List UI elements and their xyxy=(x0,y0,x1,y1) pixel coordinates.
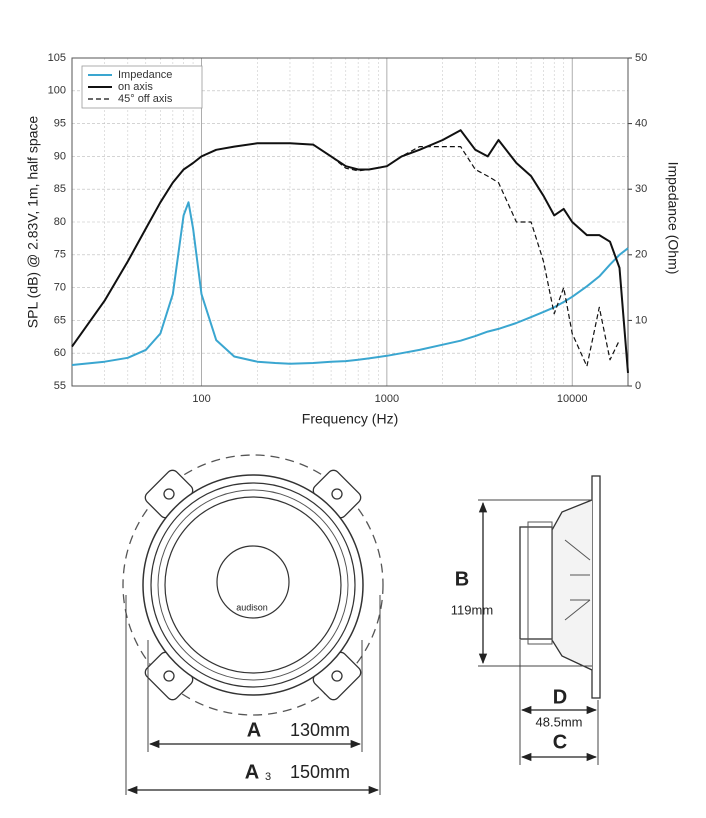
basket xyxy=(551,499,593,671)
y2-tick-label: 10 xyxy=(635,314,647,326)
y2-tick-label: 30 xyxy=(635,183,647,195)
legend-label: 45° off axis xyxy=(118,93,173,105)
cone xyxy=(164,496,342,674)
y-tick-label: 75 xyxy=(54,249,66,261)
dimension-value: 150mm xyxy=(290,762,350,782)
y-tick-label: 85 xyxy=(54,183,66,195)
dimension-value: 119mm xyxy=(451,602,493,617)
y-tick-label: 100 xyxy=(48,85,66,97)
x-tick-label: 100 xyxy=(192,393,210,405)
mount-ears xyxy=(144,469,362,701)
frame xyxy=(142,474,364,696)
legend-label: on axis xyxy=(118,81,153,93)
dimension-letter: D xyxy=(553,686,567,708)
y-axis-title: SPL (dB) @ 2.83V, 1m, half space xyxy=(25,116,41,329)
series-line xyxy=(71,201,629,366)
surround xyxy=(157,489,349,681)
dimension-letter: C xyxy=(553,731,567,753)
x-tick-label: 1000 xyxy=(375,393,399,405)
series-line xyxy=(71,129,629,373)
y-tick-label: 90 xyxy=(54,150,66,162)
y-tick-label: 105 xyxy=(48,52,66,64)
x-axis-title: Frequency (Hz) xyxy=(302,411,398,427)
brand-label: audison xyxy=(236,602,268,612)
y-tick-label: 80 xyxy=(54,216,66,228)
y2-tick-label: 50 xyxy=(635,52,647,64)
side-view: B 119mm D 48.5mm C xyxy=(451,475,601,765)
magnet xyxy=(519,526,553,640)
dimension-value: 48.5mm xyxy=(536,714,583,729)
y2-tick-label: 40 xyxy=(635,118,647,130)
front-view: audison A 130mm A 3 150mm xyxy=(122,454,384,795)
y-tick-label: 95 xyxy=(54,118,66,130)
dimension-letter: B xyxy=(455,568,469,590)
dimension-value: 130mm xyxy=(290,720,350,740)
outer-dashed-circle xyxy=(122,454,384,716)
basket-ribs xyxy=(564,539,591,621)
dimension-subscript: 3 xyxy=(265,771,271,783)
y-tick-label: 60 xyxy=(54,347,66,359)
flange xyxy=(591,475,601,699)
y-tick-label: 70 xyxy=(54,282,66,294)
y2-axis-title: Impedance (Ohm) xyxy=(665,162,681,275)
magnet-plate xyxy=(527,521,553,645)
y-tick-label: 65 xyxy=(54,314,66,326)
y2-tick-label: 0 xyxy=(635,380,641,392)
plot-frame xyxy=(71,57,629,387)
y-tick-label: 55 xyxy=(54,380,66,392)
dimension-letter: A xyxy=(245,761,259,783)
x-tick-label: 10000 xyxy=(557,393,588,405)
series-line xyxy=(71,142,621,367)
dust-cap xyxy=(216,545,290,619)
surround-outer xyxy=(150,482,356,688)
y2-tick-label: 20 xyxy=(635,249,647,261)
legend-label: Impedance xyxy=(118,69,172,81)
dimension-letter: A xyxy=(247,719,261,741)
chart: 55 60 65 70 75 80 85 90 95 100 105 0 10 20 30 40 50 100 10… xyxy=(25,52,682,427)
